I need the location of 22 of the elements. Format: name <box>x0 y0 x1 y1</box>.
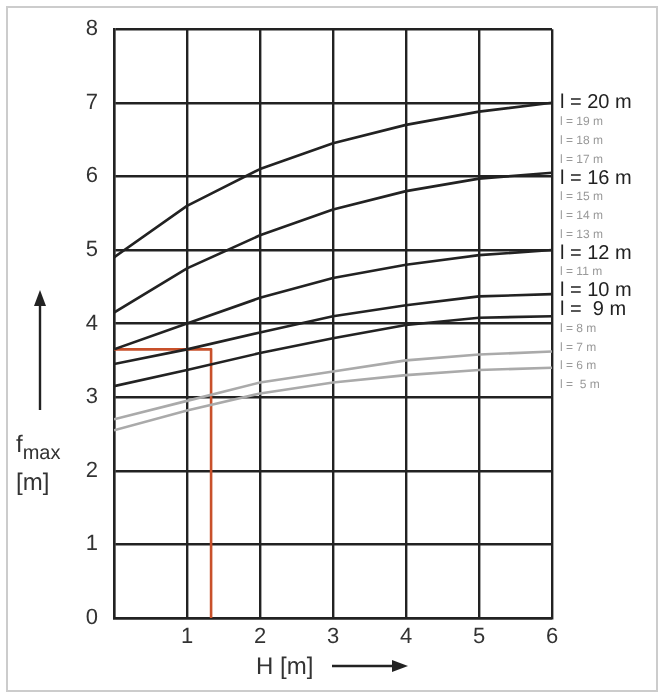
y-tick-label: 6 <box>85 164 98 189</box>
x-tick-label: 2 <box>253 625 267 650</box>
x-tick-label: 5 <box>472 625 486 650</box>
series-label: l = 12 m <box>560 242 632 265</box>
x-tick-label: 4 <box>399 625 413 650</box>
x-tick-label: 3 <box>326 625 340 650</box>
y-tick-label: 7 <box>85 90 98 115</box>
y-tick-label: 0 <box>85 606 98 631</box>
y-tick-label: 5 <box>85 238 98 263</box>
series-label: l = 9 m <box>560 299 627 322</box>
x-axis-title: H [m] <box>256 652 314 680</box>
series-label: l = 20 m <box>560 92 632 115</box>
x-tick-label: 1 <box>180 625 194 650</box>
y-tick-label: 2 <box>85 458 98 483</box>
x-tick-label: 6 <box>545 625 559 650</box>
y-tick-label: 3 <box>85 385 98 410</box>
y-tick-label: 8 <box>85 17 98 42</box>
y-tick-label: 4 <box>85 311 98 336</box>
y-axis-title: f$_{max}$ [m] <box>16 430 63 497</box>
series-label: l = 10 m <box>560 280 632 303</box>
y-tick-label: 1 <box>85 532 98 557</box>
series-label: l = 16 m <box>560 167 632 190</box>
